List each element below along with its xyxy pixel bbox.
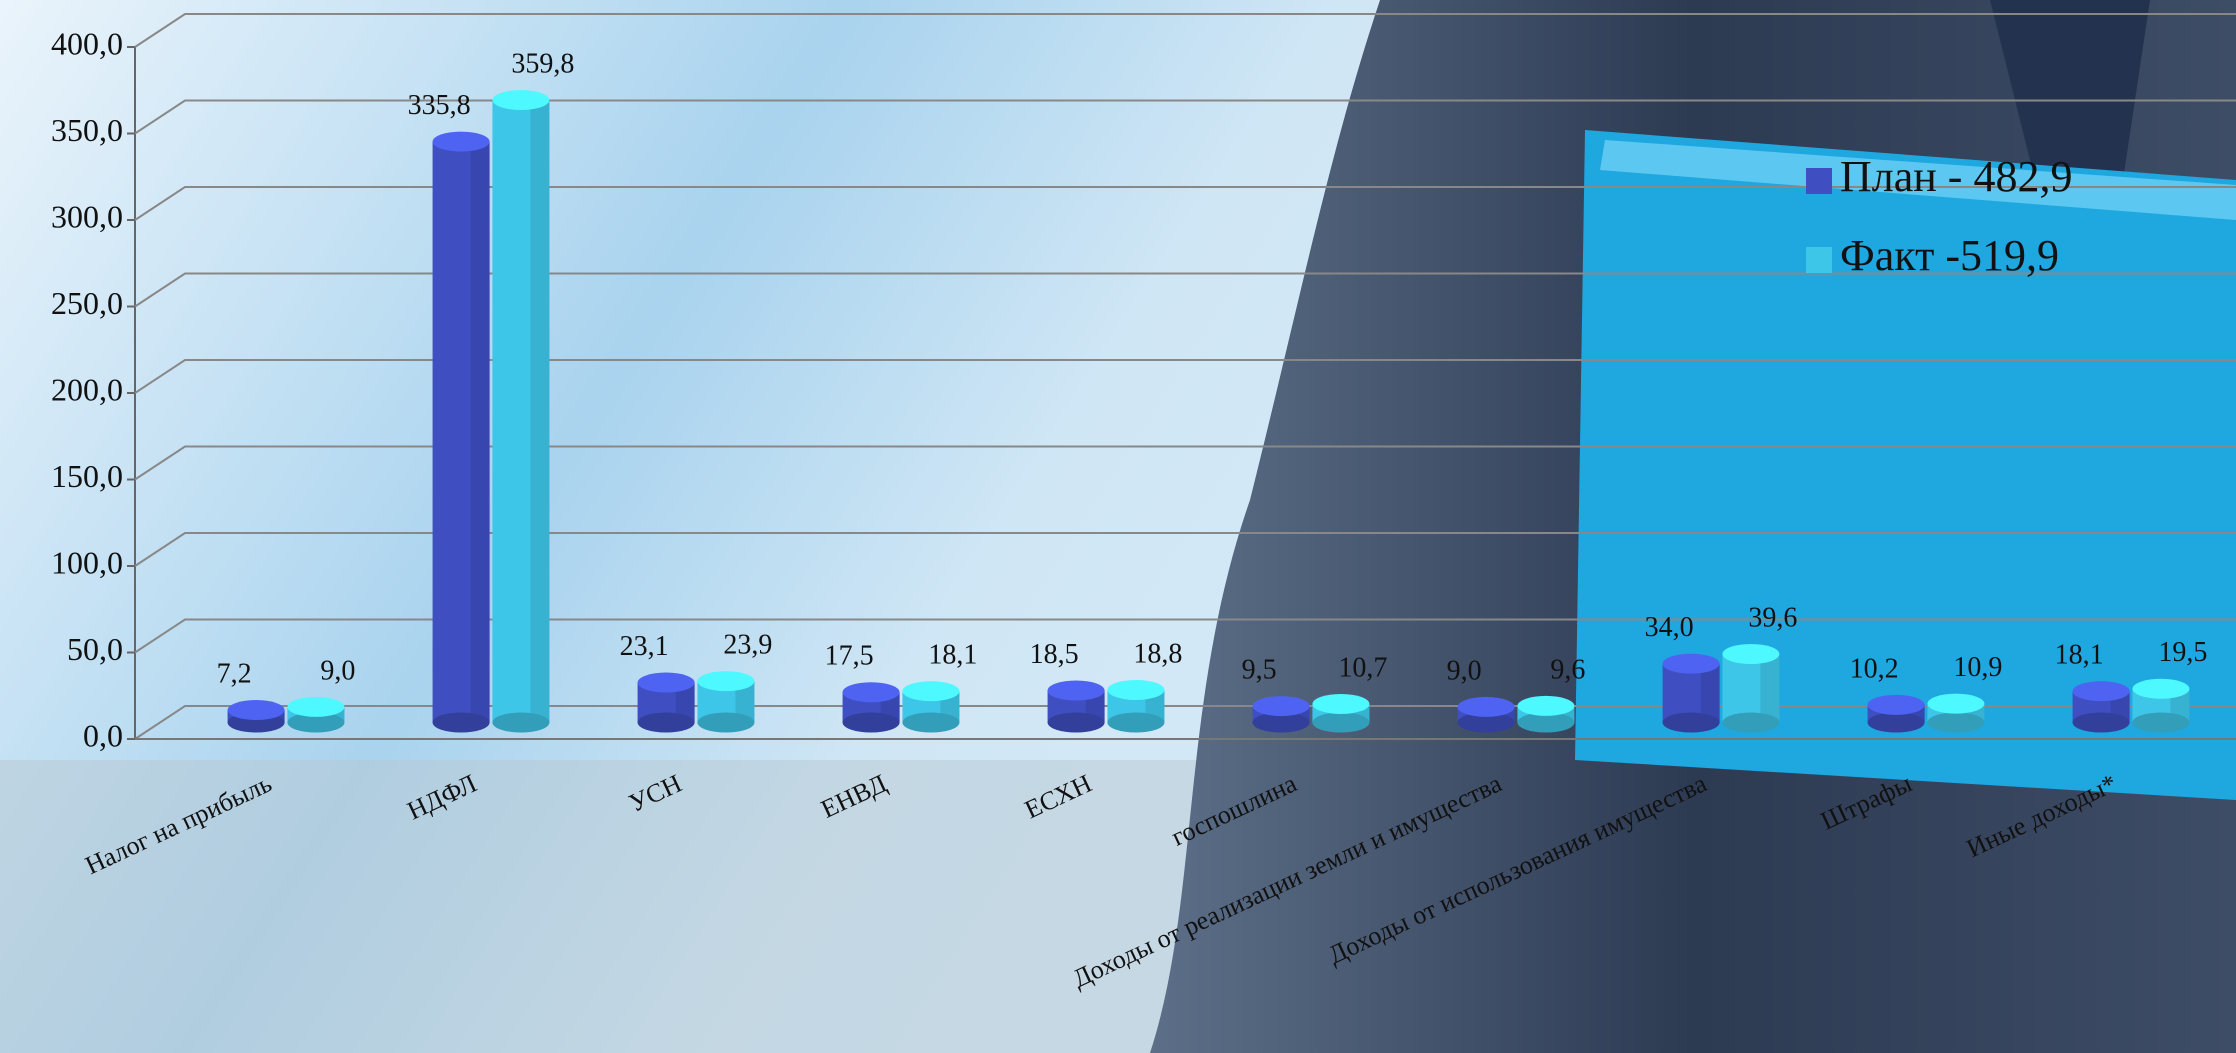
bar	[697, 671, 755, 733]
folder	[1575, 130, 2236, 800]
bar	[1722, 643, 1780, 733]
bar-top	[1252, 696, 1310, 717]
bar-shade	[735, 681, 755, 723]
bar-shade	[1760, 653, 1780, 723]
value-label: 10,9	[1953, 652, 2002, 683]
bar-top	[1047, 680, 1105, 701]
bar	[842, 682, 900, 733]
grid-line	[134, 99, 2236, 135]
bar-top	[1107, 679, 1165, 700]
grid-line	[134, 532, 2236, 567]
y-tick-label: 200,0	[51, 371, 123, 407]
bar-top	[637, 672, 695, 693]
bar-shade	[1700, 663, 1720, 723]
grid-line	[134, 272, 2236, 308]
value-label: 18,5	[1030, 639, 1079, 670]
bar	[1312, 693, 1370, 733]
value-label: 18,1	[928, 640, 977, 671]
bar	[287, 696, 345, 733]
value-label: 18,8	[1133, 638, 1182, 669]
grid-line	[134, 13, 2236, 48]
value-label: 19,5	[2158, 637, 2207, 668]
bar-top	[2072, 681, 2130, 702]
value-label: 335,8	[408, 90, 471, 121]
value-label: 9,0	[1447, 655, 1482, 686]
y-tick-label: 0,0	[83, 717, 123, 753]
y-tick-label: 150,0	[51, 458, 123, 494]
value-label: 9,5	[1242, 654, 1277, 685]
y-tick-label: 300,0	[51, 198, 123, 234]
bar-top	[227, 700, 285, 721]
bar	[1457, 696, 1515, 733]
bar-top	[697, 671, 755, 692]
bar	[2132, 678, 2190, 733]
legend: План - 482,9 Факт -519,9	[1806, 152, 2072, 280]
bar-top	[1662, 653, 1720, 674]
value-label: 7,2	[217, 658, 252, 689]
bar	[1662, 653, 1720, 733]
y-tick-label: 400,0	[51, 25, 123, 61]
bar-top	[2132, 678, 2190, 699]
bar	[2072, 681, 2130, 733]
grid-line	[134, 445, 2236, 481]
bar	[1107, 679, 1165, 733]
bar-top	[1867, 694, 1925, 715]
legend-label: План - 482,9	[1840, 152, 2072, 201]
value-label: 18,1	[2055, 640, 2104, 671]
value-label: 23,9	[723, 630, 772, 661]
value-label: 23,1	[620, 631, 669, 662]
legend-swatch	[1806, 247, 1832, 273]
bar-top	[1927, 693, 1985, 714]
value-label: 10,2	[1850, 653, 1899, 684]
bar	[1927, 693, 1985, 733]
legend-swatch	[1806, 168, 1832, 194]
bar	[492, 90, 550, 733]
bar	[432, 131, 490, 733]
bar	[902, 681, 960, 733]
bar-top	[492, 90, 550, 111]
value-label: 9,0	[320, 655, 355, 686]
y-tick-label: 250,0	[51, 285, 123, 321]
bar	[1047, 680, 1105, 733]
bar-top	[287, 696, 345, 717]
road	[0, 760, 1300, 1053]
y-tick-label: 50,0	[67, 631, 123, 667]
value-label: 39,6	[1748, 602, 1797, 633]
value-label: 10,7	[1338, 652, 1387, 683]
bar	[227, 700, 285, 733]
grid-line	[134, 359, 2236, 394]
bar-top	[902, 681, 960, 702]
grid-line	[134, 186, 2236, 221]
value-label: 34,0	[1645, 612, 1694, 643]
value-label: 9,6	[1550, 654, 1585, 685]
bar-shade	[530, 100, 550, 723]
bar-shade	[675, 682, 695, 723]
bar	[1252, 696, 1310, 733]
value-label: 17,5	[825, 641, 874, 672]
bar	[1867, 694, 1925, 733]
bar-top	[1312, 693, 1370, 714]
bar-top	[1517, 695, 1575, 716]
bar	[637, 672, 695, 733]
legend-label: Факт -519,9	[1840, 231, 2059, 280]
bar-top	[432, 131, 490, 152]
y-tick-label: 350,0	[51, 112, 123, 148]
grid-line	[134, 618, 2236, 654]
bar	[1517, 695, 1575, 733]
bar-shade	[470, 141, 490, 723]
bar-top	[1457, 696, 1515, 717]
y-tick-label: 100,0	[51, 544, 123, 580]
bar-top	[1722, 643, 1780, 664]
bar-top	[842, 682, 900, 703]
value-label: 359,8	[511, 48, 574, 79]
folder-edge	[1600, 140, 2236, 220]
